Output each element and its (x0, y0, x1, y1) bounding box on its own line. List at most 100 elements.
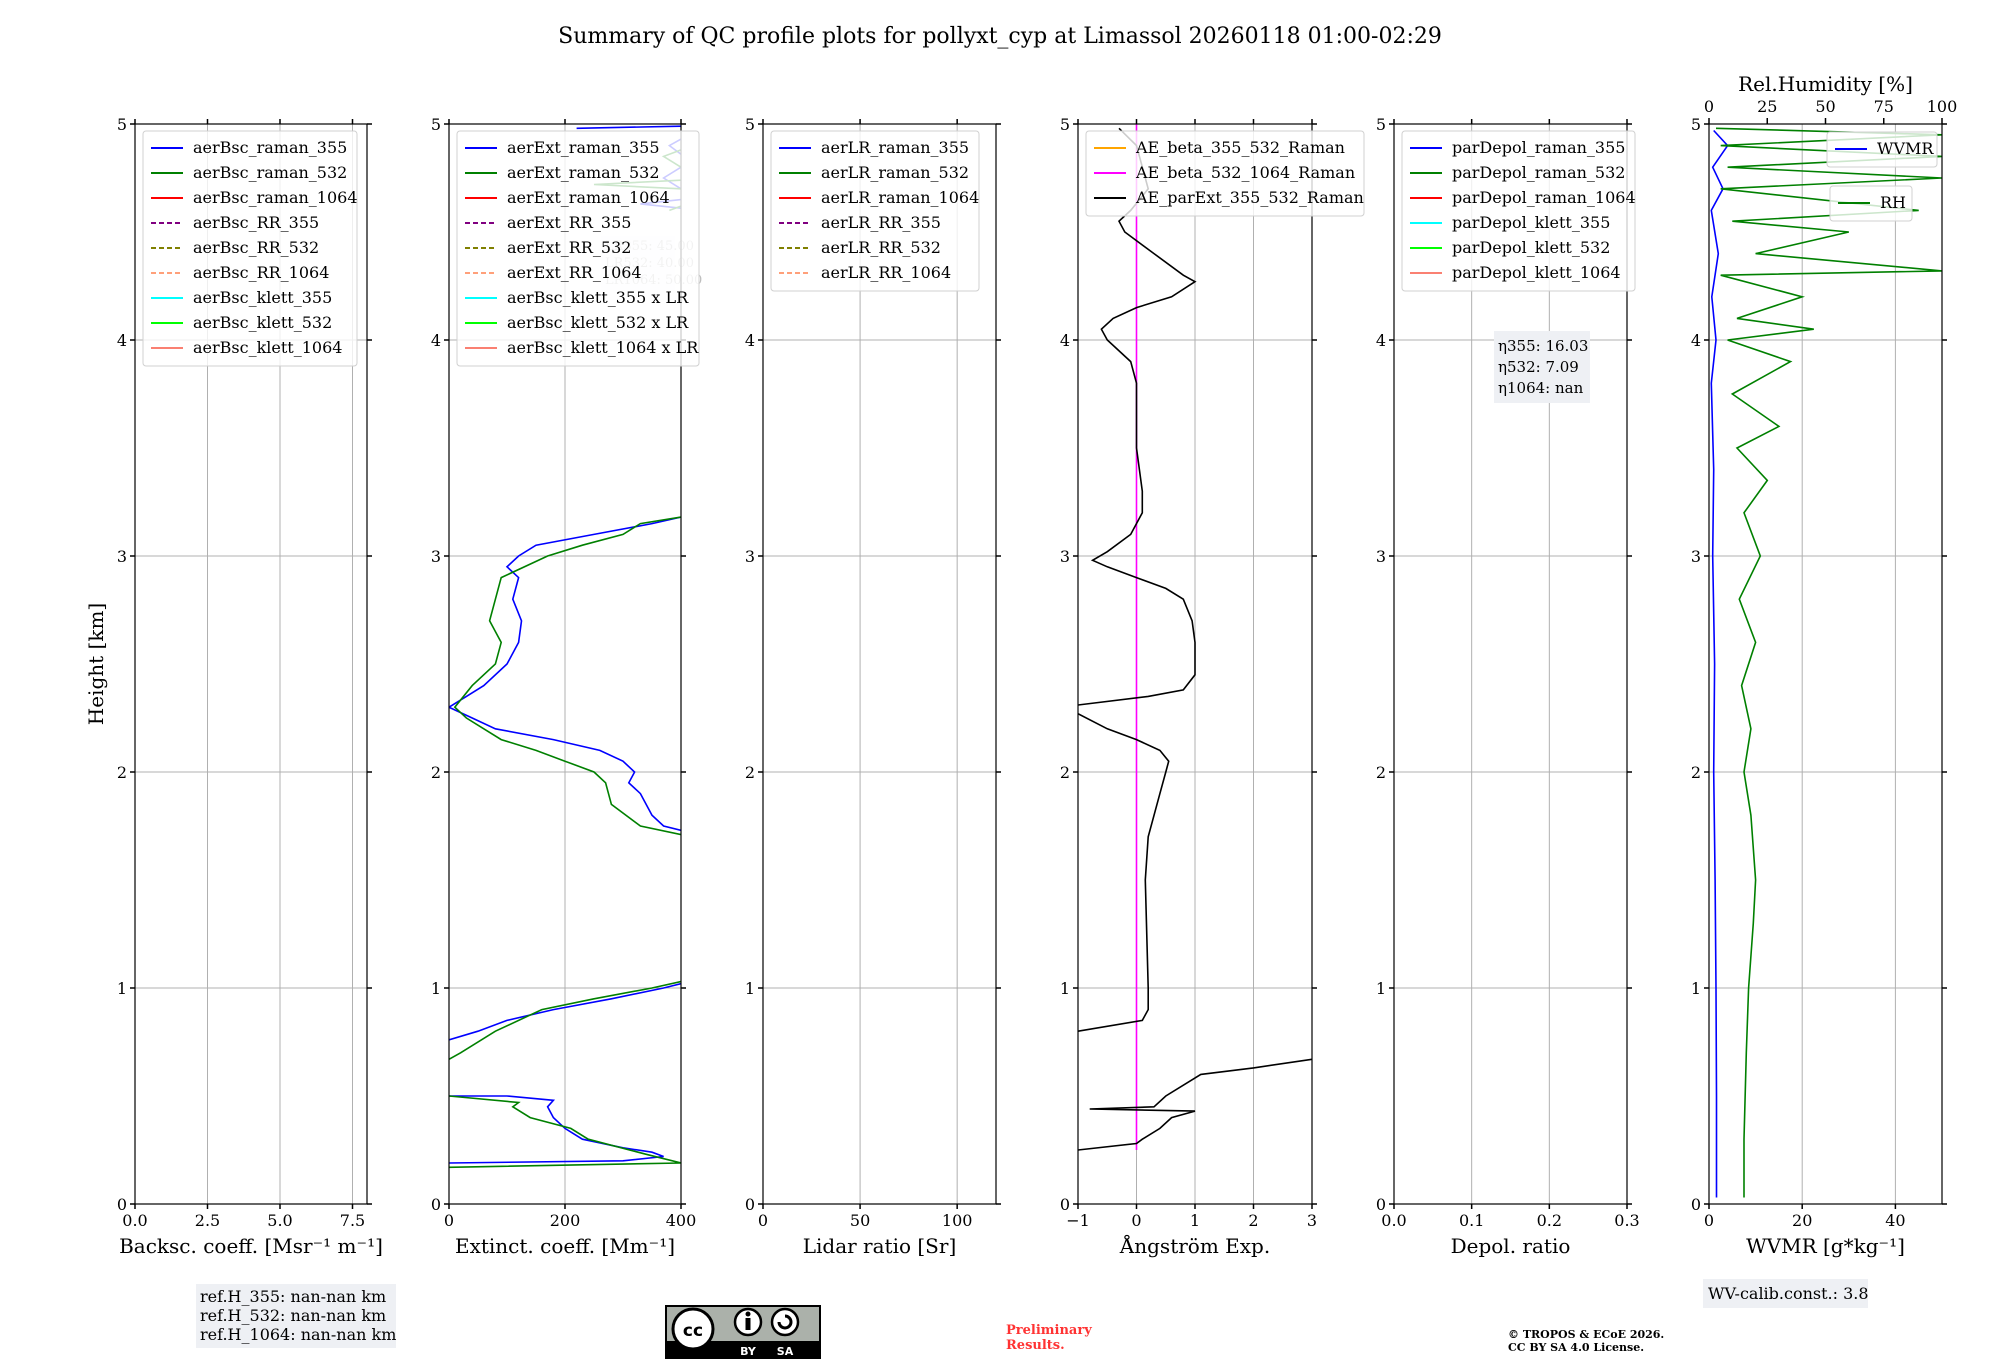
cc-text: cc (683, 1321, 703, 1341)
y-tick-label: 2 (745, 763, 755, 782)
sa-text: SA (777, 1345, 794, 1358)
y-tick-label: 5 (1691, 115, 1701, 134)
figure-title: Summary of QC profile plots for pollyxt_… (558, 24, 1442, 49)
y-tick-label: 5 (117, 115, 127, 134)
eta-annotation: η355: 16.03 η532: 7.09 η1064: nan (1494, 331, 1590, 403)
y-tick-label: 0 (1691, 1195, 1701, 1214)
legend-label: aerLR_raman_1064 (821, 188, 979, 207)
legend-label: aerExt_RR_532 (507, 238, 631, 257)
x-tick-label: 7.5 (340, 1211, 365, 1230)
top-x-tick-label: 75 (1874, 97, 1894, 116)
annotation-line: η1064: nan (1498, 379, 1584, 397)
legend-label: aerBsc_raman_532 (193, 163, 347, 182)
x-tick-label: 400 (666, 1211, 697, 1230)
top-x-tick-label: 25 (1757, 97, 1777, 116)
series-line-aerext-raman-532 (449, 980, 681, 1060)
axes-frame (762, 123, 997, 1205)
x-axis-label: Lidar ratio [Sr] (803, 1234, 957, 1258)
y-tick-label: 0 (745, 1195, 755, 1214)
reference-height-box: ref.H_355: nan-nan km ref.H_532: nan-nan… (196, 1284, 396, 1348)
y-tick-label: 3 (1691, 547, 1701, 566)
x-tick-label: 0 (1704, 1211, 1714, 1230)
series-line-aerext-raman-355 (449, 1095, 664, 1164)
legend-label: aerBsc_raman_1064 (193, 188, 358, 207)
legend-rh: RH (1829, 185, 1913, 222)
legend-label: AE_beta_532_1064_Raman (1135, 163, 1355, 182)
panel-1: 0.0 2.5 5.0 7.5 0 1 2 3 4 5 Backsc. coeff. [Msr⁻¹ … (117, 115, 383, 1258)
legend-label: aerBsc_klett_532 (193, 313, 332, 332)
top-x-tick-label: 0 (1704, 97, 1714, 116)
legend-label: parDepol_klett_355 (1452, 213, 1610, 232)
legend-label: AE_parExt_355_532_Raman (1135, 188, 1364, 207)
x-tick-label: 100 (942, 1211, 973, 1230)
legend-wvmr: WVMR (1826, 131, 1938, 168)
series-line-aerext-raman-355 (449, 516, 681, 832)
top-x-axis-label: Rel.Humidity [%] (1738, 72, 1913, 96)
y-tick-label: 2 (1060, 763, 1070, 782)
x-tick-label: 0 (1131, 1211, 1141, 1230)
y-tick-label: 2 (1691, 763, 1701, 782)
x-tick-label: 1 (1190, 1211, 1200, 1230)
legend-label: parDepol_raman_532 (1452, 163, 1625, 182)
axes-frame (1708, 123, 1943, 1205)
legend-label: aerBsc_RR_355 (193, 213, 319, 232)
ref-h-355: ref.H_355: nan-nan km (200, 1287, 386, 1306)
y-tick-label: 1 (1376, 979, 1386, 998)
legend: aerLR_raman_355 aerLR_raman_532 aerLR_rama… (770, 130, 980, 292)
legend-label: aerLR_raman_355 (821, 138, 969, 157)
legend-label: aerLR_raman_532 (821, 163, 969, 182)
x-tick-label: 3 (1307, 1211, 1317, 1230)
y-tick-label: 3 (117, 547, 127, 566)
legend-label: AE_beta_355_532_Raman (1135, 138, 1345, 157)
y-tick-label: 5 (431, 115, 441, 134)
y-tick-label: 3 (431, 547, 441, 566)
annotation-line: η532: 7.09 (1498, 358, 1579, 376)
series-line-aerext-raman-355 (449, 982, 681, 1041)
x-tick-label: 0.0 (122, 1211, 147, 1230)
x-tick-label: 0.3 (1614, 1211, 1639, 1230)
y-tick-label: 5 (1376, 115, 1386, 134)
legend-label: parDepol_klett_1064 (1452, 263, 1621, 282)
legend-label: aerExt_raman_1064 (507, 188, 670, 207)
x-tick-label: 0.1 (1459, 1211, 1484, 1230)
y-tick-label: 3 (1376, 547, 1386, 566)
axes-frame (134, 123, 368, 1205)
y-tick-label: 4 (1691, 331, 1701, 350)
y-tick-label: 3 (745, 547, 755, 566)
legend-label: aerLR_RR_1064 (821, 263, 951, 282)
legend: aerExt_raman_355 aerExt_raman_532 aerExt_r… (456, 130, 700, 367)
series-line-rh (1715, 127, 1942, 1198)
series-line-aerext-raman-532 (449, 1095, 681, 1169)
legend: aerBsc_raman_355 aerBsc_raman_532 aerBsc_r… (142, 130, 358, 367)
axes-frame (1393, 123, 1628, 1205)
x-tick-label: 2.5 (195, 1211, 220, 1230)
legend-label: parDepol_klett_532 (1452, 238, 1610, 257)
y-tick-label: 2 (117, 763, 127, 782)
y-tick-label: 4 (117, 331, 127, 350)
y-axis-label: Height [km] (84, 603, 108, 725)
series-line-wvmr (1710, 129, 1729, 1198)
legend-label: aerBsc_klett_1064 (193, 338, 342, 357)
x-axis-label: Backsc. coeff. [Msr⁻¹ m⁻¹] (119, 1234, 383, 1258)
ref-h-532: ref.H_532: nan-nan km (200, 1306, 386, 1325)
panel-3: 0 50 100 0 1 2 3 4 5 Lidar ratio [Sr] aerLR_raman_… (745, 115, 1001, 1258)
y-tick-label: 4 (1376, 331, 1386, 350)
legend-label: aerBsc_klett_532 x LR (507, 313, 689, 332)
series-line-aerext-raman-532 (453, 516, 681, 836)
y-tick-label: 4 (431, 331, 441, 350)
x-axis-label: WVMR [g*kg⁻¹] (1746, 1234, 1905, 1258)
x-tick-label: −1 (1066, 1211, 1090, 1230)
legend-label: aerBsc_klett_355 x LR (507, 288, 689, 307)
x-tick-label: 0 (444, 1211, 454, 1230)
y-tick-label: 3 (1060, 547, 1070, 566)
legend-label: aerBsc_klett_1064 x LR (507, 338, 699, 357)
top-x-tick-label: 100 (1927, 97, 1958, 116)
y-tick-label: 0 (117, 1195, 127, 1214)
legend-label: aerBsc_raman_355 (193, 138, 347, 157)
y-tick-label: 0 (1060, 1195, 1070, 1214)
x-axis-label: Depol. ratio (1451, 1234, 1571, 1258)
y-tick-label: 1 (1060, 979, 1070, 998)
by-text: BY (740, 1345, 757, 1358)
